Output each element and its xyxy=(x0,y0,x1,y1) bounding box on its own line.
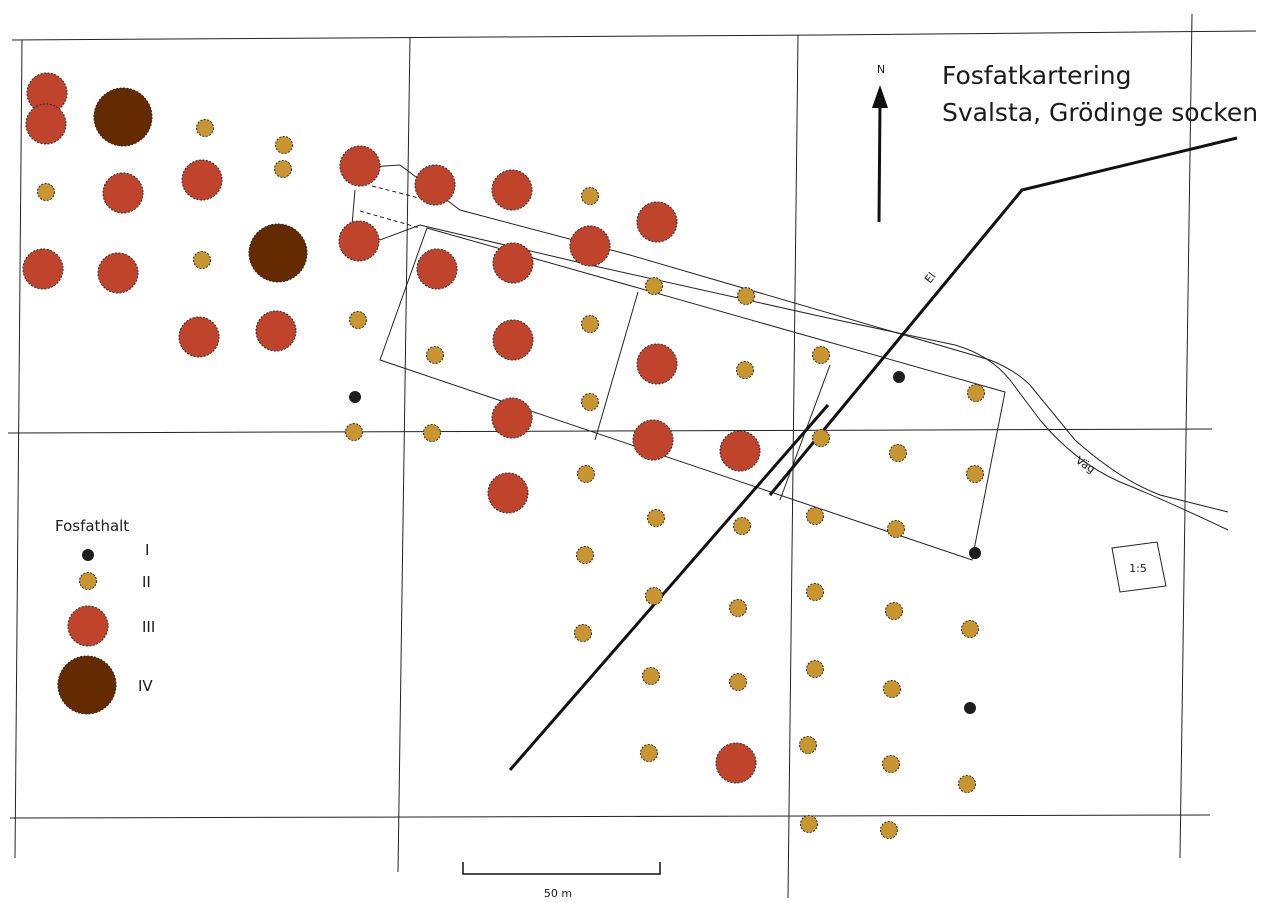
sample-point-class-iii xyxy=(636,343,678,385)
legend-symbol-class-i xyxy=(82,549,94,561)
sample-point-class-iii xyxy=(491,169,533,211)
road-label: Väg xyxy=(1073,454,1097,476)
sample-point-class-ii xyxy=(806,583,824,601)
legend-label-class-ii: II xyxy=(142,573,151,591)
sample-points xyxy=(22,72,985,839)
sample-point-class-iii xyxy=(491,397,533,439)
sample-point-class-iii xyxy=(715,742,757,784)
sample-point-class-ii xyxy=(967,384,985,402)
sample-point-class-iv xyxy=(93,87,153,147)
sample-point-class-ii xyxy=(736,361,754,379)
sample-point-class-ii xyxy=(961,620,979,638)
north-label: N xyxy=(877,63,885,76)
sample-point-class-ii xyxy=(800,815,818,833)
sample-point-class-iii xyxy=(492,242,534,284)
sample-point-class-iv xyxy=(248,223,308,283)
sample-point-class-iii xyxy=(416,248,458,290)
sample-point-class-iii xyxy=(181,159,223,201)
sample-point-class-iii xyxy=(492,319,534,361)
sample-point-class-iii xyxy=(487,472,529,514)
sample-point-class-ii xyxy=(647,509,665,527)
sample-point-class-ii xyxy=(423,424,441,442)
sample-point-class-ii xyxy=(729,673,747,691)
sample-point-class-ii xyxy=(889,444,907,462)
sample-point-class-iii xyxy=(178,316,220,358)
sample-point-class-ii xyxy=(958,775,976,793)
survey-grid xyxy=(7,13,1257,899)
legend-symbol-class-iv xyxy=(57,655,117,715)
sample-point-class-ii xyxy=(882,755,900,773)
sample-point-class-ii xyxy=(581,315,599,333)
sample-point-class-iii xyxy=(719,430,761,472)
sample-point-class-ii xyxy=(275,136,293,154)
sample-point-class-iii xyxy=(102,172,144,214)
legend-label-class-iv: IV xyxy=(138,677,153,695)
sample-point-class-iii xyxy=(25,103,67,145)
sample-point-class-ii xyxy=(880,821,898,839)
sample-point-class-ii xyxy=(737,287,755,305)
sample-point-class-i xyxy=(349,391,361,403)
legend-symbol-class-ii xyxy=(79,572,97,590)
sample-point-class-ii xyxy=(966,465,984,483)
sample-point-class-iii xyxy=(569,225,611,267)
sample-point-class-iii xyxy=(414,164,456,206)
sample-point-class-iii xyxy=(97,252,139,294)
sample-point-class-ii xyxy=(196,119,214,137)
sample-point-class-ii xyxy=(345,423,363,441)
sample-point-class-ii xyxy=(574,624,592,642)
sample-point-class-ii xyxy=(426,346,444,364)
sample-point-class-ii xyxy=(733,517,751,535)
sample-point-class-i xyxy=(893,371,905,383)
north-arrow: N xyxy=(872,63,888,223)
sample-point-class-ii xyxy=(193,251,211,269)
sample-point-class-ii xyxy=(581,393,599,411)
sample-point-class-i xyxy=(964,702,976,714)
field-plots xyxy=(379,227,1006,561)
sample-point-class-i xyxy=(969,547,981,559)
scale-bar: 50 m xyxy=(462,862,661,900)
sample-point-class-ii xyxy=(577,465,595,483)
legend-symbol-class-iii xyxy=(67,605,109,647)
sample-point-class-ii xyxy=(576,546,594,564)
sample-point-class-iii xyxy=(339,145,381,187)
sample-point-class-iii xyxy=(632,419,674,461)
sample-point-class-ii xyxy=(640,744,658,762)
legend-title: Fosfathalt xyxy=(55,517,129,535)
sample-point-class-ii xyxy=(806,507,824,525)
sample-point-class-ii xyxy=(581,187,599,205)
sample-point-class-ii xyxy=(37,183,55,201)
sample-point-class-iii xyxy=(255,310,297,352)
sample-point-class-ii xyxy=(887,520,905,538)
sample-point-class-ii xyxy=(812,429,830,447)
sample-point-class-ii xyxy=(274,160,292,178)
power-line-label: El xyxy=(922,270,938,286)
map-title: Fosfatkartering xyxy=(942,61,1132,90)
sample-point-class-ii xyxy=(645,277,663,295)
power-line xyxy=(508,136,1238,771)
sample-point-class-iii xyxy=(636,201,678,243)
legend: Fosfathalt I II III IV xyxy=(55,517,155,715)
ratio-box: 1:5 xyxy=(1111,541,1167,593)
legend-label-class-iii: III xyxy=(142,618,155,636)
sample-point-class-ii xyxy=(645,587,663,605)
scale-bar-label: 50 m xyxy=(544,887,572,900)
sample-point-class-ii xyxy=(642,667,660,685)
sample-point-class-ii xyxy=(883,680,901,698)
sample-point-class-ii xyxy=(806,660,824,678)
sample-point-class-ii xyxy=(799,736,817,754)
sample-point-class-ii xyxy=(729,599,747,617)
legend-label-class-i: I xyxy=(145,541,149,559)
sample-point-class-ii xyxy=(812,346,830,364)
road xyxy=(351,164,1229,531)
sample-point-class-iii xyxy=(26,72,68,114)
sample-point-class-iii xyxy=(338,220,380,262)
sample-point-class-ii xyxy=(885,602,903,620)
ratio-label: 1:5 xyxy=(1129,562,1147,575)
sample-point-class-iii xyxy=(22,248,64,290)
sample-point-class-ii xyxy=(349,311,367,329)
map-subtitle: Svalsta, Grödinge socken xyxy=(942,98,1258,127)
